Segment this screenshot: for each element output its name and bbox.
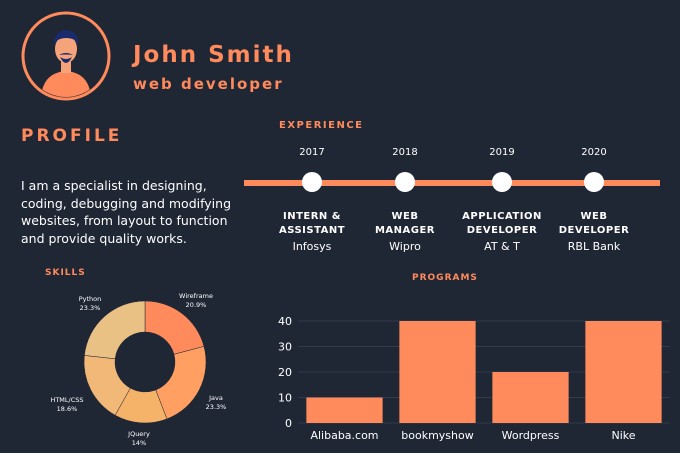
donut-value-label: 14%: [132, 439, 146, 447]
bar: [585, 321, 662, 423]
experience-heading: EXPERIENCE: [279, 120, 364, 131]
timeline-role: WEB DEVELOPER: [558, 211, 630, 236]
y-tick-label: 30: [278, 341, 292, 354]
timeline-role: WEB MANAGER: [374, 211, 436, 236]
bar: [306, 397, 383, 423]
profile-text: I am a specialist in designing, coding, …: [21, 178, 232, 246]
timeline-year: 2018: [392, 147, 418, 158]
programs-heading: PROGRAMS: [412, 273, 478, 283]
donut-value-label: 23.3%: [206, 403, 227, 411]
timeline-year: 2019: [489, 147, 515, 158]
programs-bar-chart: 0 10 20 30 40 Alibaba.com bookmyshow Wordpress N…: [278, 315, 670, 442]
donut-slice: [155, 346, 207, 420]
donut-value-label: 20.9%: [186, 301, 207, 309]
timeline-year: 2017: [299, 147, 325, 158]
donut-value-label: 23.3%: [80, 304, 101, 312]
y-tick-label: 10: [278, 392, 292, 405]
timeline-company: RBL Bank: [567, 240, 621, 253]
donut-label: HTML/CSS: [50, 396, 83, 404]
bar: [399, 321, 476, 423]
timeline-role: APPLICATION DEVELOPER: [462, 211, 542, 236]
x-tick-label: bookmyshow: [401, 429, 473, 442]
skills-donut-chart: Wireframe20.9%Java23.3%JQuery14%HTML/CSS…: [50, 292, 227, 447]
donut-label: JQuery: [127, 430, 150, 438]
x-tick-label: Alibaba.com: [310, 429, 378, 442]
x-tick-label: Wordpress: [502, 429, 560, 442]
donut-value-label: 18.6%: [57, 405, 78, 413]
skills-heading: SKILLS: [45, 268, 86, 278]
timeline-dot: [584, 172, 604, 192]
y-tick-label: 40: [278, 315, 292, 328]
timeline-year: 2020: [581, 147, 607, 158]
timeline-company: Wipro: [389, 240, 421, 253]
donut-label: Python: [79, 295, 102, 303]
timeline-role: INTERN & ASSISTANT: [278, 211, 346, 236]
profile-heading: PROFILE: [21, 126, 123, 146]
timeline-company: AT & T: [484, 240, 520, 253]
timeline-dot: [492, 172, 512, 192]
donut-label: Wireframe: [179, 292, 213, 300]
timeline-dot: [302, 172, 322, 192]
y-tick-label: 20: [278, 366, 292, 379]
job-title: web developer: [133, 75, 284, 93]
timeline-company: Infosys: [292, 240, 332, 253]
person-name: John Smith: [133, 42, 294, 68]
timeline-line: [244, 180, 660, 186]
donut-slice: [84, 300, 146, 360]
donut-label: Java: [208, 394, 223, 402]
avatar: [21, 11, 111, 101]
x-tick-label: Nike: [611, 429, 635, 442]
y-tick-label: 0: [285, 417, 292, 430]
bar: [492, 372, 569, 423]
timeline-dot: [395, 172, 415, 192]
